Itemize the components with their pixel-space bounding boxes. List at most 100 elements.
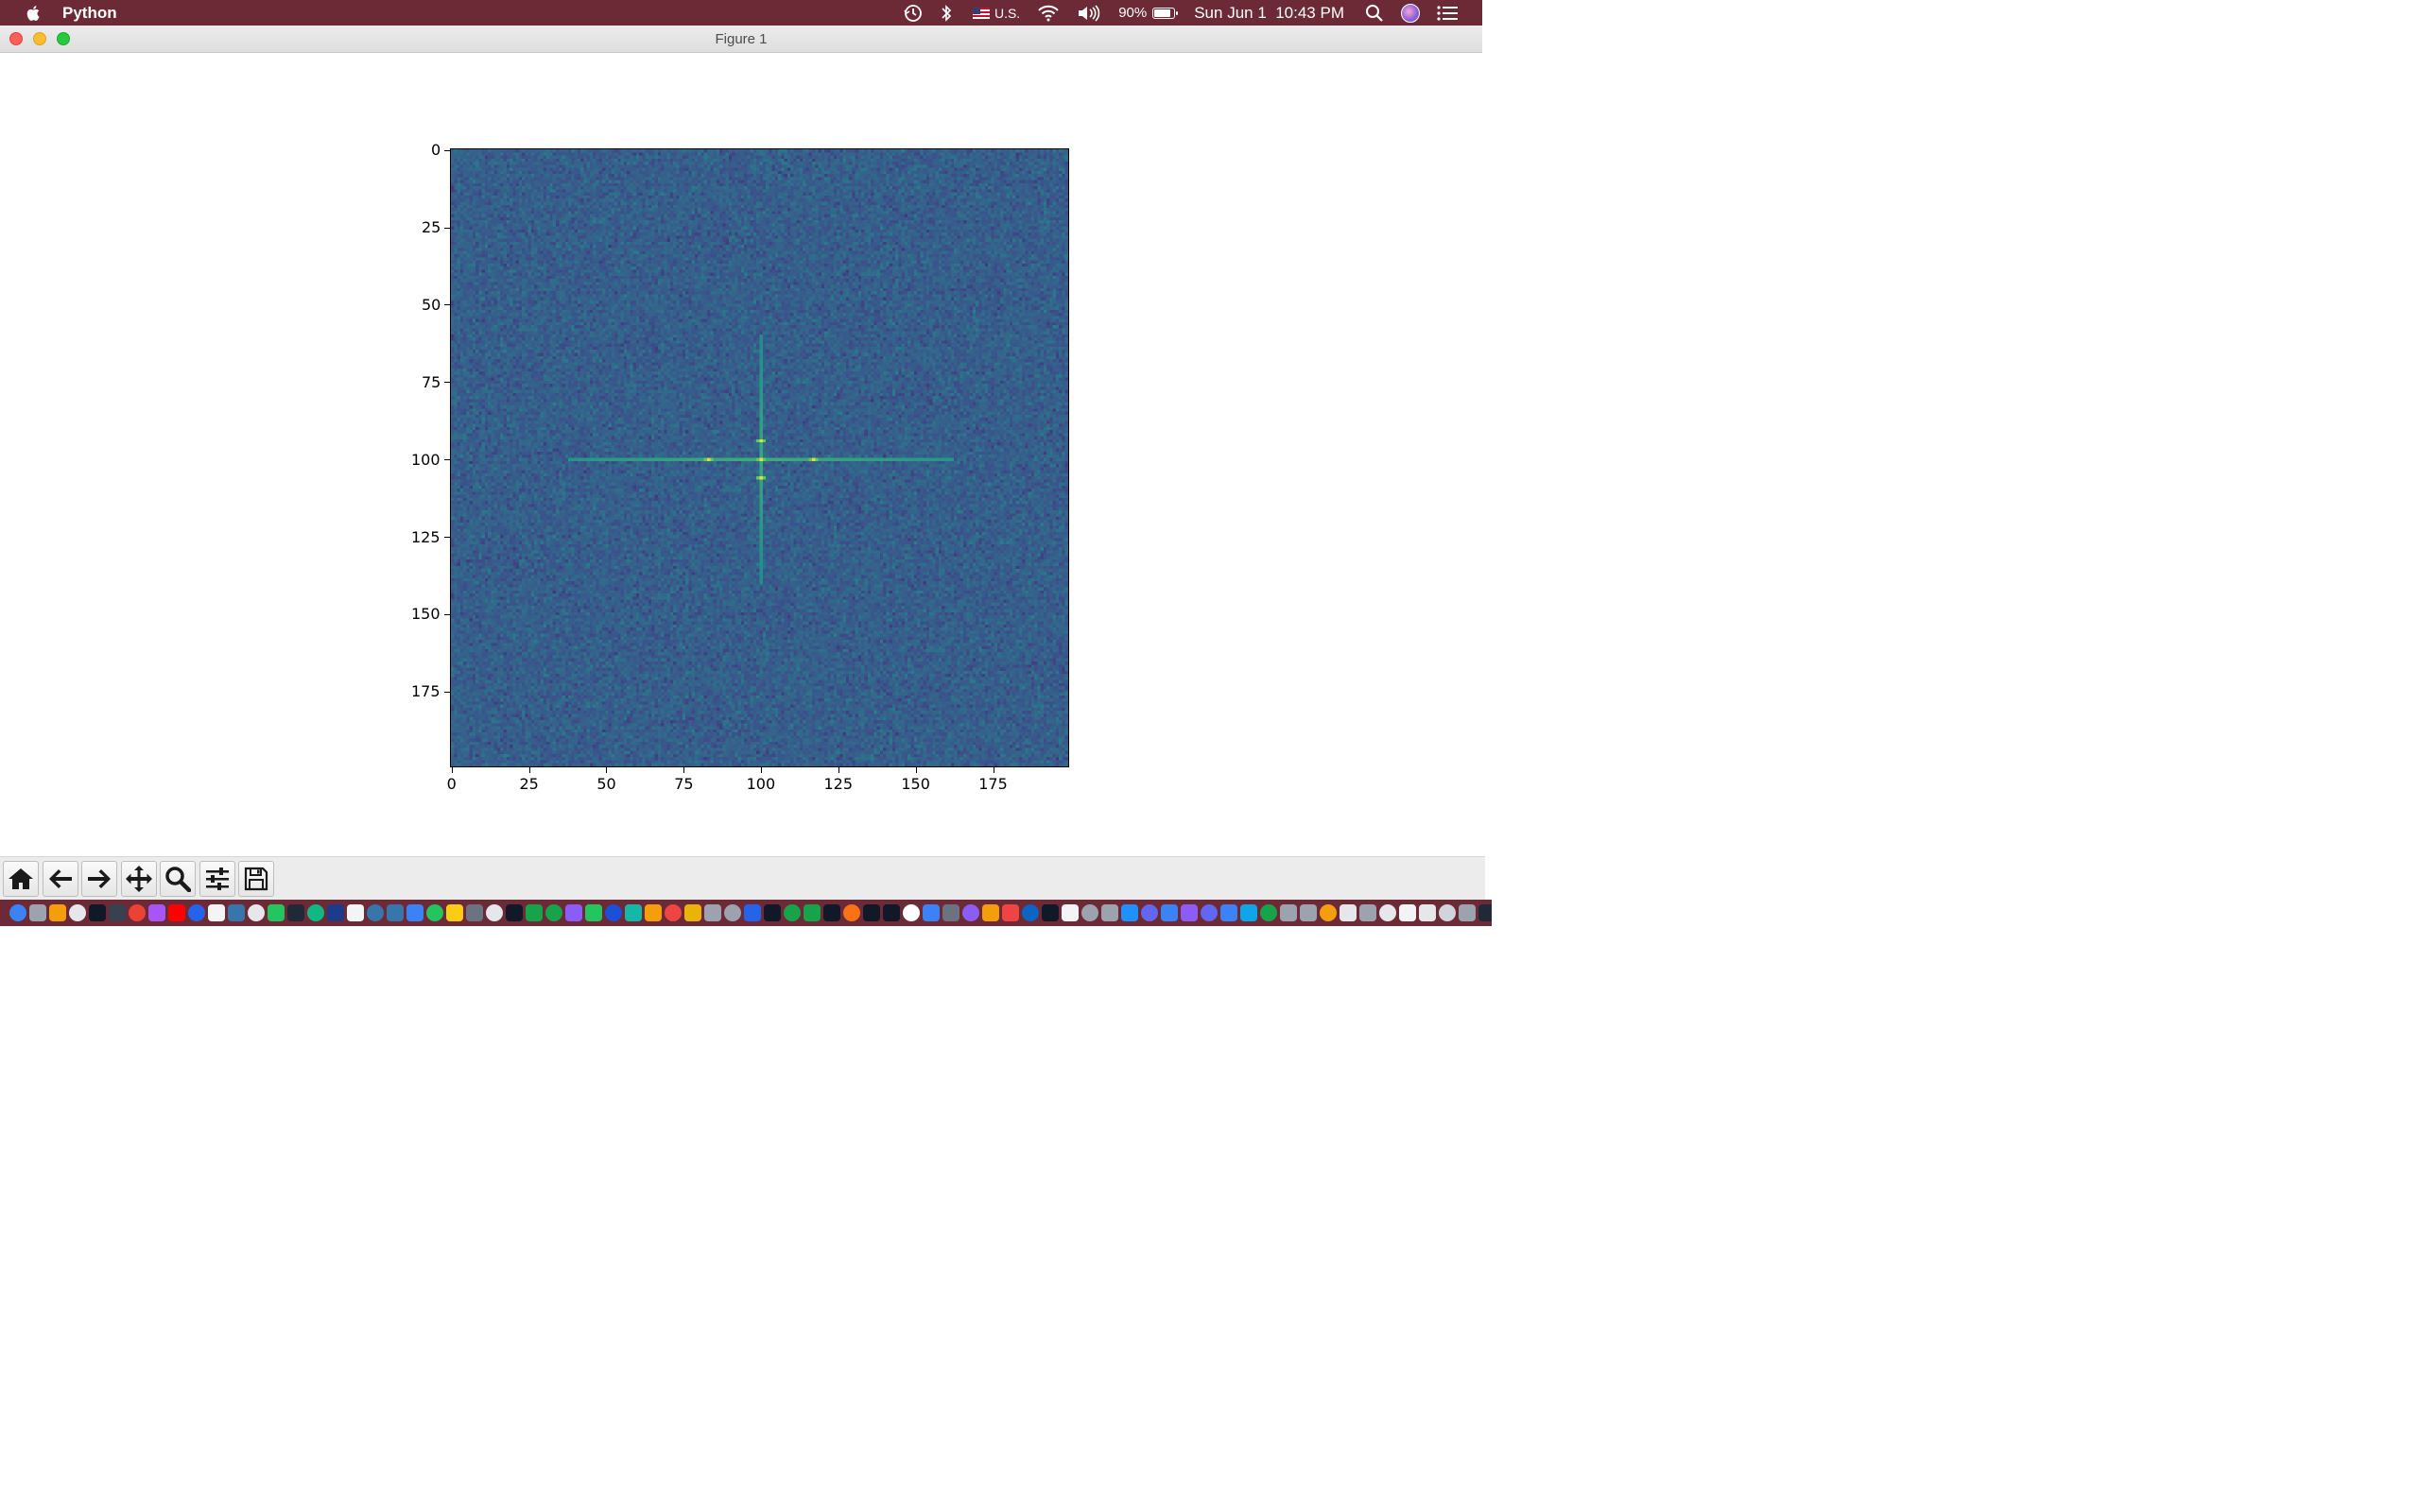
dock-app-icon[interactable] <box>645 904 662 921</box>
dock-app-icon[interactable] <box>29 904 46 921</box>
dock-app-icon[interactable] <box>684 904 701 921</box>
dock-app-icon[interactable] <box>49 904 66 921</box>
dock-app-icon[interactable] <box>406 904 424 921</box>
dock-app-icon[interactable] <box>863 904 880 921</box>
dock-app-icon[interactable] <box>1121 904 1138 921</box>
wifi-icon[interactable] <box>1037 0 1060 26</box>
dock-app-icon[interactable] <box>1320 904 1337 921</box>
dock-app-icon[interactable] <box>1379 904 1396 921</box>
battery-status[interactable]: 90% <box>1118 0 1179 26</box>
dock-app-icon[interactable] <box>1260 904 1277 921</box>
dock-app-icon[interactable] <box>962 904 979 921</box>
pan-button[interactable] <box>120 861 157 897</box>
dock-app-icon[interactable] <box>1181 904 1198 921</box>
dock-app-icon[interactable] <box>1280 904 1297 921</box>
save-figure-button[interactable] <box>238 861 274 897</box>
dock-app-icon[interactable] <box>327 904 344 921</box>
dock-app-icon[interactable] <box>804 904 821 921</box>
minimize-window-button[interactable] <box>33 32 46 45</box>
dock-app-icon[interactable] <box>923 904 940 921</box>
time-machine-icon[interactable] <box>903 0 924 26</box>
dock-app-icon[interactable] <box>1220 904 1237 921</box>
clock[interactable]: Sun Jun 1 10:43 PM <box>1194 0 1344 26</box>
zoom-button[interactable] <box>160 861 196 897</box>
dock-app-icon[interactable] <box>148 904 165 921</box>
volume-icon[interactable] <box>1077 0 1101 26</box>
dock-app-icon[interactable] <box>307 904 324 921</box>
dock-app-icon[interactable] <box>843 904 860 921</box>
dock-app-icon[interactable] <box>347 904 364 921</box>
back-button[interactable] <box>42 861 78 897</box>
input-source[interactable]: U.S. <box>972 0 1020 26</box>
dock-app-icon[interactable] <box>367 904 384 921</box>
dock-app-icon[interactable] <box>1399 904 1416 921</box>
dock-app-icon[interactable] <box>1022 904 1039 921</box>
dock-app-icon[interactable] <box>704 904 721 921</box>
dock-app-icon[interactable] <box>248 904 265 921</box>
dock-app-icon[interactable] <box>129 904 146 921</box>
dock-app-icon[interactable] <box>526 904 543 921</box>
dock-app-icon[interactable] <box>585 904 602 921</box>
dock-app-icon[interactable] <box>625 904 642 921</box>
dock-app-icon[interactable] <box>486 904 503 921</box>
dock-app-icon[interactable] <box>1161 904 1178 921</box>
dock-app-icon[interactable] <box>228 904 245 921</box>
dock-app-icon[interactable] <box>89 904 106 921</box>
dock-app-icon[interactable] <box>565 904 582 921</box>
dock-app-icon[interactable] <box>387 904 404 921</box>
forward-button[interactable] <box>81 861 117 897</box>
apple-icon[interactable] <box>25 4 42 23</box>
dock-app-icon[interactable] <box>287 904 304 921</box>
dock-app-icon[interactable] <box>942 904 959 921</box>
bluetooth-icon[interactable] <box>941 0 952 26</box>
dock-app-icon[interactable] <box>1101 904 1118 921</box>
dock-app-icon[interactable] <box>744 904 761 921</box>
configure-subplots-button[interactable] <box>199 861 235 897</box>
dock-app-icon[interactable] <box>188 904 205 921</box>
dock-app-icon[interactable] <box>1141 904 1158 921</box>
dock-app-icon[interactable] <box>764 904 781 921</box>
dock-app-icon[interactable] <box>1459 904 1476 921</box>
dock-app-icon[interactable] <box>823 904 840 921</box>
dock-app-icon[interactable] <box>545 904 562 921</box>
figure-canvas[interactable]: 0 25 50 75 100 125 150 175 0 25 50 75 100 125 150 175 <box>0 53 1482 856</box>
home-button[interactable] <box>3 861 39 897</box>
dock-app-icon[interactable] <box>426 904 443 921</box>
dock-app-icon[interactable] <box>784 904 801 921</box>
dock-app-icon[interactable] <box>903 904 920 921</box>
dock-app-icon[interactable] <box>1002 904 1019 921</box>
dock-app-icon[interactable] <box>466 904 483 921</box>
window-titlebar[interactable]: Figure 1 <box>0 26 1482 53</box>
dock-app-icon[interactable] <box>208 904 225 921</box>
dock-app-icon[interactable] <box>1300 904 1317 921</box>
dock-app-icon[interactable] <box>1062 904 1079 921</box>
dock-app-icon[interactable] <box>9 904 26 921</box>
dock-app-icon[interactable] <box>1081 904 1098 921</box>
app-name-menu[interactable]: Python <box>62 3 117 22</box>
dock-app-icon[interactable] <box>724 904 741 921</box>
dock-app-icon[interactable] <box>1240 904 1257 921</box>
close-window-button[interactable] <box>9 32 23 45</box>
dock-app-icon[interactable] <box>982 904 999 921</box>
dock-app-icon[interactable] <box>109 904 126 921</box>
dock-app-icon[interactable] <box>506 904 523 921</box>
search-icon[interactable] <box>1365 0 1384 26</box>
notification-center-icon[interactable] <box>1437 0 1458 26</box>
dock-app-icon[interactable] <box>1201 904 1218 921</box>
dock-app-icon[interactable] <box>268 904 285 921</box>
dock-app-icon[interactable] <box>1419 904 1436 921</box>
dock-app-icon[interactable] <box>665 904 682 921</box>
dock-app-icon[interactable] <box>69 904 86 921</box>
dock-app-icon[interactable] <box>1478 904 1492 921</box>
dock-app-icon[interactable] <box>605 904 622 921</box>
dock-app-icon[interactable] <box>446 904 463 921</box>
maximize-window-button[interactable] <box>57 32 70 45</box>
dock-app-icon[interactable] <box>1340 904 1357 921</box>
dock-app-icon[interactable] <box>883 904 900 921</box>
dock-app-icon[interactable] <box>168 904 185 921</box>
dock-app-icon[interactable] <box>1359 904 1376 921</box>
dock-app-icon[interactable] <box>1439 904 1456 921</box>
siri-icon[interactable] <box>1401 0 1420 26</box>
dock-app-icon[interactable] <box>1042 904 1059 921</box>
heatmap-image[interactable] <box>450 148 1069 767</box>
